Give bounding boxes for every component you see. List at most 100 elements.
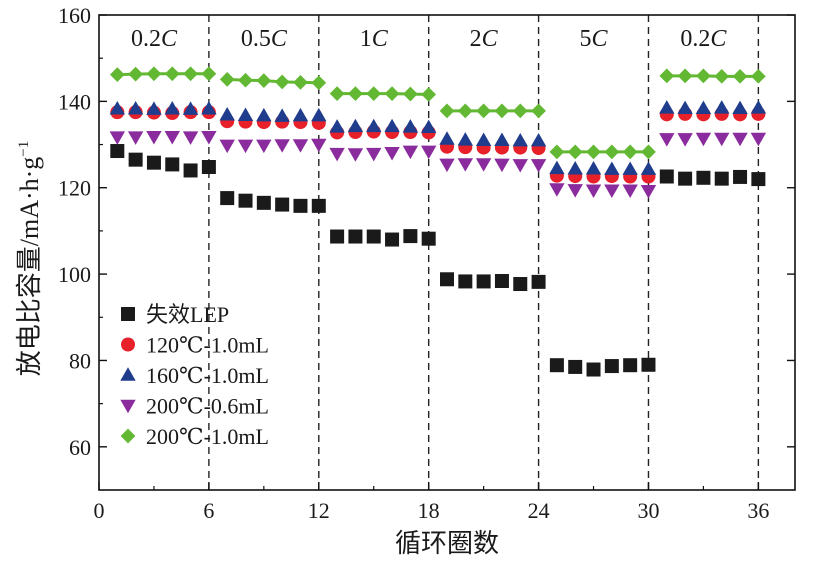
- data-point: [219, 107, 235, 121]
- data-point: [219, 139, 235, 154]
- data-point: [385, 232, 400, 247]
- y-tick-label: 160: [58, 3, 91, 28]
- data-point: [604, 359, 619, 374]
- legend-marker-2: [121, 337, 135, 352]
- rate-label-unit: C: [161, 26, 178, 52]
- data-point: [640, 161, 657, 175]
- data-point: [127, 131, 144, 145]
- data-point: [439, 103, 455, 119]
- rate-label-2: 0.5C: [241, 26, 288, 52]
- rate-label-6: 0.2C: [680, 26, 727, 52]
- data-point: [311, 198, 326, 213]
- data-point: [402, 119, 419, 133]
- data-point: [182, 101, 199, 115]
- data-point: [439, 158, 455, 173]
- series-5: [109, 66, 766, 160]
- data-point: [384, 86, 400, 101]
- data-point: [732, 100, 748, 115]
- data-point: [695, 132, 712, 147]
- data-point: [201, 160, 216, 174]
- data-point: [732, 132, 748, 147]
- data-point: [440, 272, 454, 287]
- data-point: [512, 132, 528, 147]
- data-point: [604, 161, 620, 175]
- data-point: [530, 159, 547, 173]
- data-point: [714, 132, 730, 147]
- data-point: [494, 274, 509, 288]
- data-point: [293, 198, 308, 213]
- data-point: [165, 157, 180, 172]
- x-axis-title: 循环圈数: [395, 529, 499, 558]
- data-point: [531, 274, 546, 289]
- data-point: [457, 103, 473, 119]
- legend-marker-5: [120, 428, 136, 444]
- data-point: [256, 195, 271, 210]
- y-tick-label: 60: [69, 435, 91, 460]
- data-point: [347, 148, 364, 162]
- x-tick-label: 24: [528, 498, 550, 523]
- y-tick-label: 140: [58, 89, 91, 114]
- data-point: [458, 274, 473, 289]
- data-point: [531, 103, 546, 119]
- data-point: [238, 193, 253, 208]
- rate-label-5: 5C: [580, 26, 609, 52]
- rate-label-number: 5: [580, 26, 592, 52]
- data-point: [623, 358, 638, 373]
- data-point: [421, 231, 436, 246]
- data-point: [530, 132, 547, 147]
- data-point: [659, 68, 675, 84]
- data-point: [366, 147, 382, 162]
- data-point: [366, 229, 381, 244]
- data-point: [311, 138, 327, 153]
- data-point: [403, 86, 418, 102]
- data-point: [750, 132, 767, 147]
- legend-label-4: 200℃-0.6mL: [146, 394, 269, 419]
- data-point: [201, 130, 217, 145]
- rate-label-unit: C: [710, 26, 727, 52]
- data-point: [695, 100, 712, 115]
- rate-label-number: 0.5: [241, 26, 271, 52]
- data-point: [476, 274, 491, 289]
- data-point: [494, 103, 510, 119]
- data-point: [384, 146, 400, 161]
- y-tick-label: 100: [58, 262, 91, 287]
- x-tick-label: 6: [203, 498, 214, 523]
- data-point: [127, 101, 144, 115]
- data-point: [512, 103, 528, 119]
- data-point: [347, 118, 364, 133]
- data-point: [696, 68, 711, 84]
- axes: 0 6 12 18 24 30 366080100120140160循环圈数放电比容量/mA…: [15, 3, 796, 558]
- legend: 失效LEP 120℃-1.0mL 160℃-1.0mL 200℃-0.6mL 200℃-…: [120, 302, 269, 449]
- data-point: [475, 158, 492, 172]
- data-point: [274, 139, 290, 153]
- data-point: [146, 130, 162, 145]
- data-point: [128, 152, 143, 167]
- legend-label-5: 200℃-1.0mL: [146, 424, 269, 449]
- data-point: [622, 161, 638, 175]
- data-point: [292, 139, 309, 153]
- data-point: [585, 184, 602, 199]
- data-point: [732, 68, 748, 84]
- y-tick-label: 80: [69, 348, 91, 373]
- data-point: [128, 66, 143, 82]
- x-tick-label: 36: [747, 498, 769, 523]
- plot-area: 0.2C 0.5C 1C 2C 5C 0.2C: [109, 15, 767, 490]
- data-point: [567, 144, 583, 160]
- data-point: [696, 170, 711, 185]
- data-point: [677, 133, 693, 147]
- data-point: [293, 75, 308, 90]
- data-point: [567, 161, 583, 175]
- data-point: [568, 359, 583, 374]
- data-point: [457, 158, 474, 172]
- data-point: [420, 119, 437, 134]
- data-point: [109, 67, 125, 82]
- data-point: [330, 229, 345, 244]
- data-point: [256, 73, 272, 88]
- data-point: [641, 144, 656, 160]
- data-point: [586, 144, 601, 160]
- y-axis-title-main: 放电比容量/mA·h·g: [15, 157, 44, 377]
- plot-frame: [98, 14, 796, 491]
- data-point: [622, 144, 638, 160]
- data-point: [366, 118, 382, 133]
